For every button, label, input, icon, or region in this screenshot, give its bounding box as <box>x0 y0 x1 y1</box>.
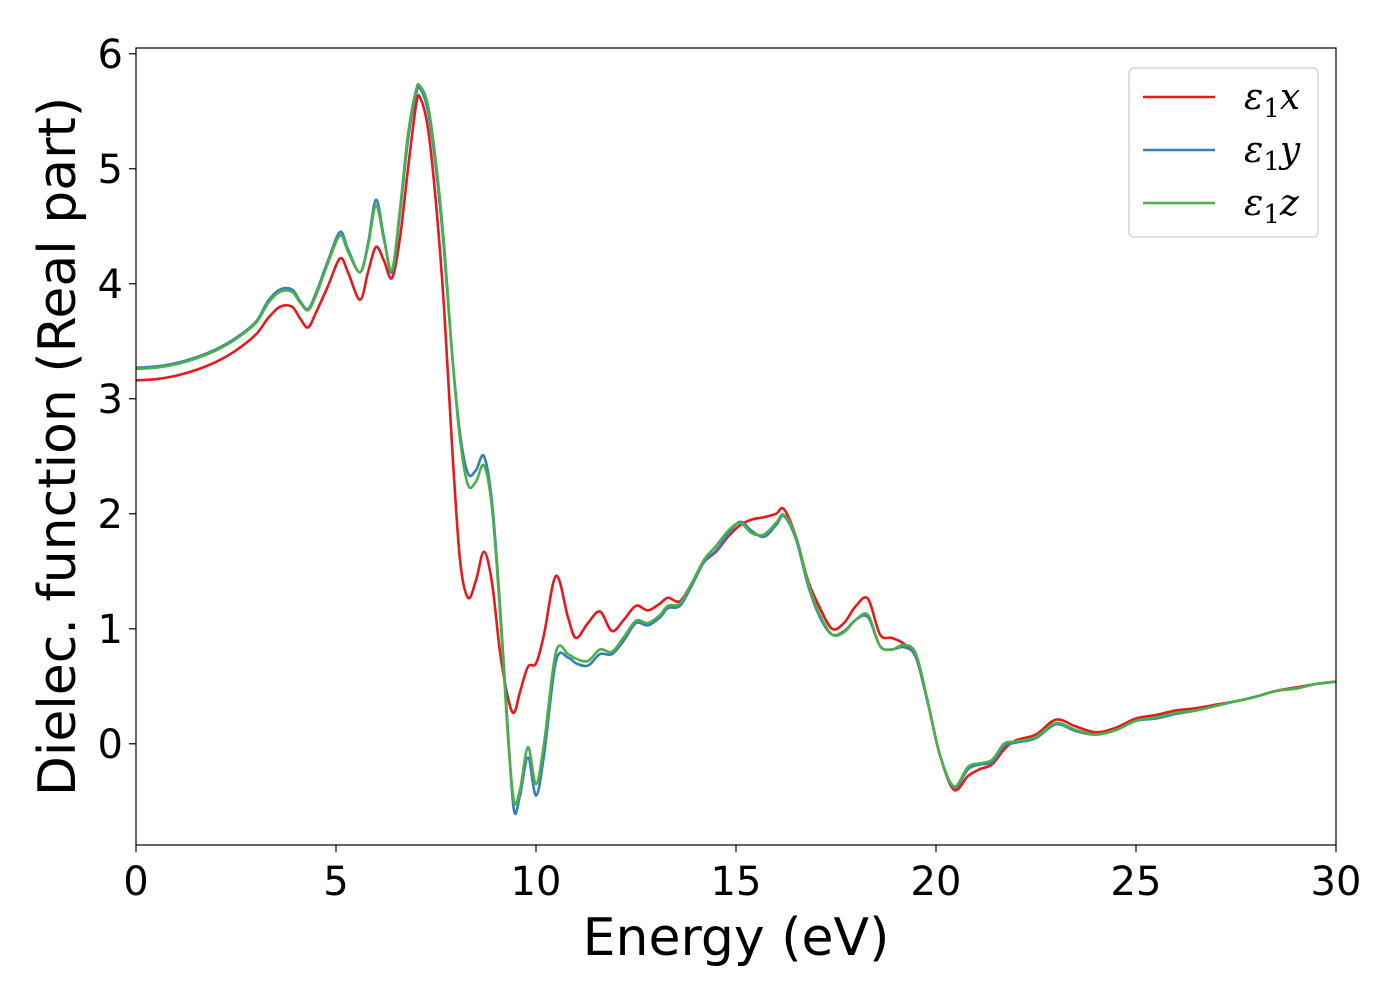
x-tick-label: 10 <box>511 859 562 905</box>
legend-label-y: ε1y <box>1244 130 1301 177</box>
y-tick-label: 6 <box>98 32 123 78</box>
legend-label-x: ε1x <box>1244 77 1300 124</box>
y-axis-title: Dielec. function (Real part) <box>28 97 88 796</box>
series-layer <box>135 82 1337 816</box>
x-tick-label: 30 <box>1311 859 1362 905</box>
x-tick-label: 0 <box>123 859 148 905</box>
y-tick-label: 4 <box>98 262 123 308</box>
x-axis-title: Energy (eV) <box>583 908 890 968</box>
x-tick-label: 20 <box>911 859 962 905</box>
y-tick-label: 1 <box>98 607 123 653</box>
x-tick-label: 5 <box>323 859 348 905</box>
legend: ε1x ε1y ε1z <box>1128 67 1319 238</box>
legend-label-z: ε1z <box>1244 183 1300 230</box>
x-tick-label: 25 <box>1111 859 1162 905</box>
y-tick-label: 5 <box>98 147 123 193</box>
ticks-layer: 0 5 10 15 20 25 30 0 1 2 3 4 5 6 <box>98 32 1362 905</box>
series-line-z <box>135 82 1337 806</box>
legend-box <box>1128 67 1319 238</box>
y-tick-label: 2 <box>98 492 123 538</box>
y-tick-label: 0 <box>98 722 123 768</box>
x-tick-label: 15 <box>711 859 762 905</box>
y-tick-label: 3 <box>98 377 123 423</box>
